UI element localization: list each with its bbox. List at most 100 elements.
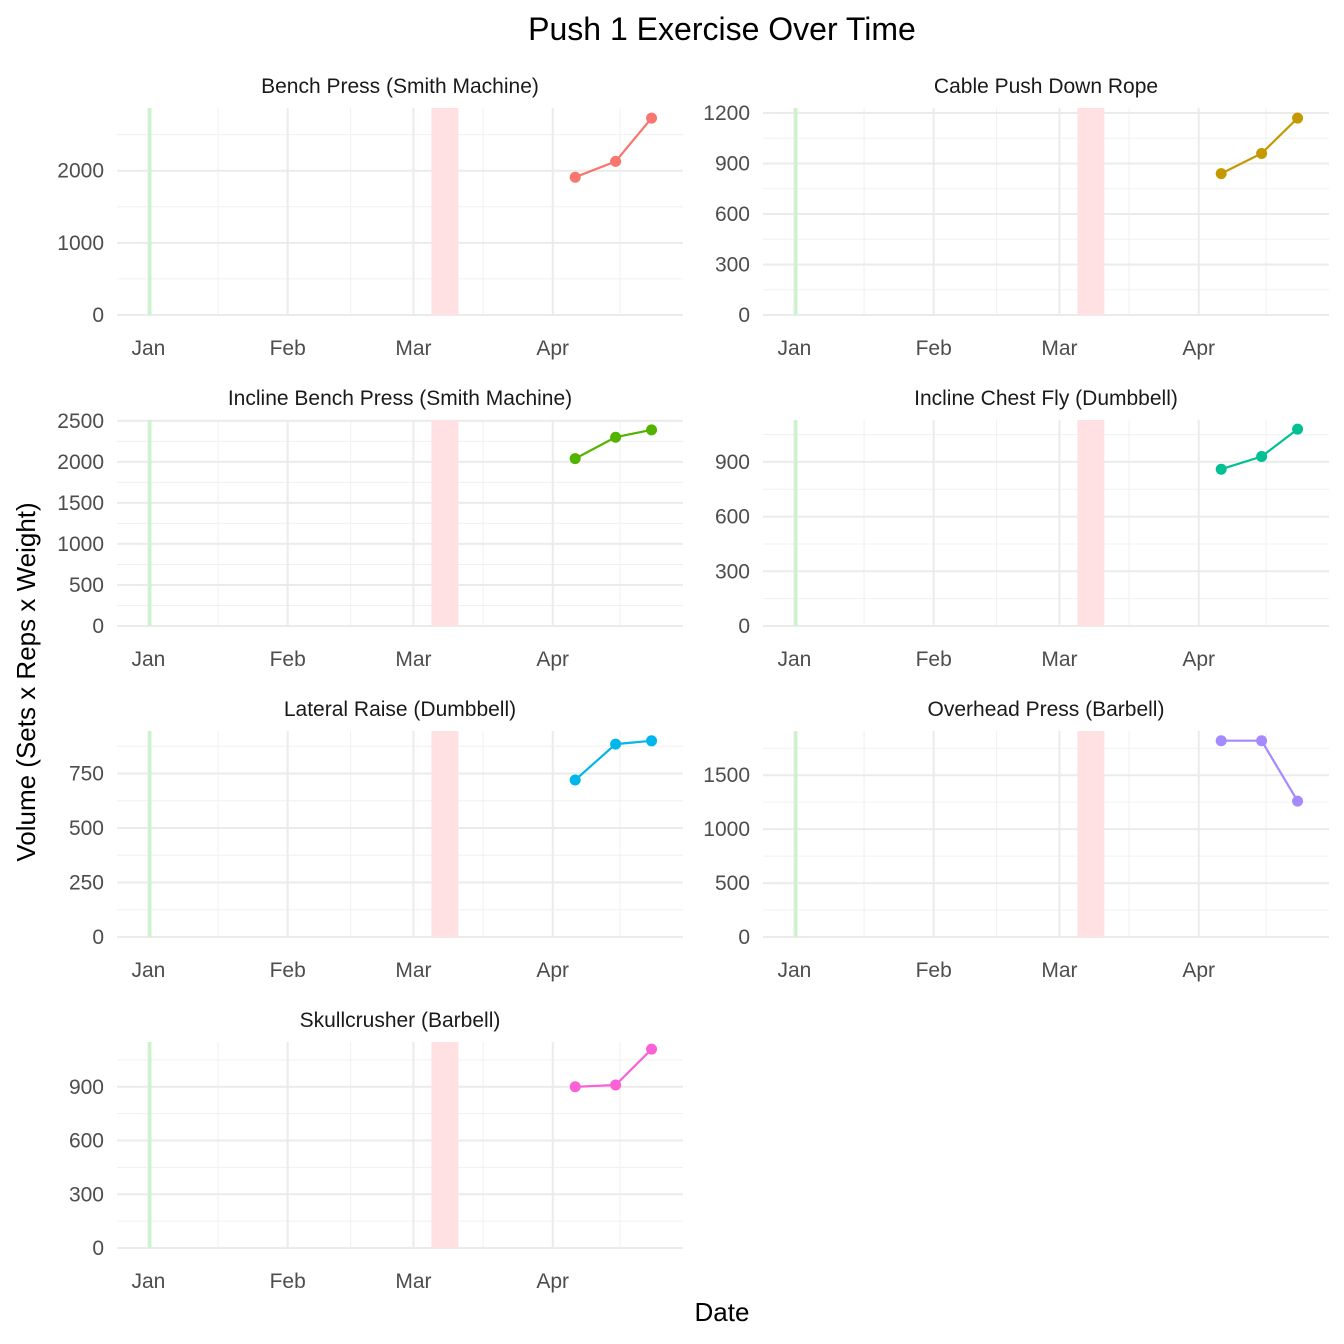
data-point (569, 171, 581, 183)
data-point (1256, 147, 1268, 159)
data-point (646, 1043, 658, 1055)
x-tick-label: Jan (132, 648, 166, 671)
y-tick-label: 600 (69, 1130, 104, 1153)
facet-title: Lateral Raise (Dumbbell) (284, 698, 516, 721)
y-tick-label: 300 (69, 1183, 104, 1206)
x-tick-label: Mar (1041, 648, 1077, 671)
x-tick-label: Apr (536, 1270, 569, 1293)
data-point (1215, 735, 1227, 747)
x-tick-label: Jan (778, 648, 812, 671)
y-tick-label: 250 (69, 872, 104, 895)
y-tick-label: 900 (69, 1076, 104, 1099)
highlight-band (431, 1042, 459, 1248)
y-tick-label: 750 (69, 763, 104, 786)
highlight-band (1077, 420, 1105, 626)
y-tick-label: 2000 (57, 160, 104, 183)
x-tick-label: Feb (270, 648, 306, 671)
x-tick-label: Feb (916, 648, 952, 671)
highlight-band (794, 420, 798, 626)
highlight-band (148, 731, 152, 937)
y-tick-label: 500 (69, 817, 104, 840)
x-tick-label: Mar (395, 337, 431, 360)
y-tick-label: 0 (92, 1237, 104, 1260)
x-axis-title: Date (695, 1297, 750, 1327)
x-tick-label: Mar (395, 1270, 431, 1293)
series-line (1220, 117, 1299, 175)
data-point (1256, 450, 1268, 462)
data-point (610, 431, 622, 443)
y-tick-label: 1500 (703, 764, 750, 787)
x-tick-label: Feb (270, 337, 306, 360)
series-line (1220, 428, 1299, 471)
highlight-band (148, 1042, 152, 1248)
facet-panel: Incline Bench Press (Smith Machine) 0 500 1… (57, 387, 683, 671)
y-tick-label: 300 (715, 560, 750, 583)
facet-panel: Incline Chest Fly (Dumbbell) 0 300 600 900 Ja… (715, 387, 1329, 671)
y-tick-label: 900 (715, 153, 750, 176)
x-tick-label: Mar (1041, 959, 1077, 982)
facet-panel: Lateral Raise (Dumbbell) 0 250 500 750 Jan Feb… (69, 698, 683, 982)
x-tick-label: Feb (270, 959, 306, 982)
x-tick-label: Mar (1041, 337, 1077, 360)
data-point (1292, 112, 1304, 124)
y-tick-label: 300 (715, 254, 750, 277)
highlight-band (1077, 731, 1105, 937)
facet-title: Bench Press (Smith Machine) (261, 75, 539, 98)
highlight-band (1077, 108, 1105, 315)
y-axis-title: Volume (Sets x Reps x Weight) (11, 502, 41, 861)
y-tick-label: 1500 (57, 492, 104, 515)
highlight-band (431, 731, 459, 937)
facet-title: Overhead Press (Barbell) (928, 698, 1165, 721)
facet-panels: Bench Press (Smith Machine) 0 1000 2000 Jan F… (57, 75, 1329, 1293)
data-point (646, 112, 658, 124)
y-tick-label: 600 (715, 203, 750, 226)
facet-panel: Skullcrusher (Barbell) 0 300 600 900 Jan Feb Ma… (69, 1009, 683, 1293)
y-tick-label: 1000 (57, 232, 104, 255)
data-point (646, 735, 658, 747)
x-tick-label: Mar (395, 959, 431, 982)
y-tick-label: 0 (92, 304, 104, 327)
y-tick-label: 2500 (57, 410, 104, 433)
y-tick-label: 600 (715, 506, 750, 529)
x-tick-label: Feb (916, 337, 952, 360)
x-tick-label: Feb (916, 959, 952, 982)
data-point (569, 453, 581, 465)
data-point (646, 424, 658, 436)
highlight-band (431, 420, 459, 626)
data-point (610, 1079, 622, 1091)
data-point (1215, 168, 1227, 180)
data-point (1215, 463, 1227, 475)
x-tick-label: Apr (536, 337, 569, 360)
data-point (610, 738, 622, 750)
highlight-band (431, 108, 459, 315)
x-tick-label: Apr (1182, 337, 1215, 360)
x-tick-label: Apr (536, 959, 569, 982)
chart-title: Push 1 Exercise Over Time (528, 11, 916, 47)
x-tick-label: Apr (1182, 959, 1215, 982)
x-tick-label: Jan (132, 1270, 166, 1293)
x-tick-label: Apr (1182, 648, 1215, 671)
facet-panel: Bench Press (Smith Machine) 0 1000 2000 Jan F… (57, 75, 683, 360)
y-tick-label: 2000 (57, 451, 104, 474)
y-tick-label: 1000 (703, 818, 750, 841)
x-tick-label: Jan (132, 337, 166, 360)
series-line (1221, 739, 1299, 802)
y-tick-label: 1000 (57, 533, 104, 556)
highlight-band (794, 108, 798, 315)
x-tick-label: Jan (132, 959, 166, 982)
y-tick-label: 0 (738, 615, 750, 638)
data-point (1292, 795, 1304, 807)
facet-title: Incline Bench Press (Smith Machine) (228, 387, 572, 410)
facet-title: Incline Chest Fly (Dumbbell) (914, 387, 1178, 410)
highlight-band (794, 731, 798, 937)
data-point (1256, 735, 1268, 747)
y-tick-label: 1200 (703, 102, 750, 125)
highlight-band (148, 108, 152, 315)
series-line (574, 117, 653, 179)
facet-panel: Cable Push Down Rope 0 300 600 900 1200 Jan Feb… (703, 75, 1329, 360)
y-tick-label: 0 (738, 304, 750, 327)
y-tick-label: 900 (715, 451, 750, 474)
x-tick-label: Jan (778, 337, 812, 360)
facet-panel: Overhead Press (Barbell) 0 500 1000 1500 Jan F… (703, 698, 1329, 982)
